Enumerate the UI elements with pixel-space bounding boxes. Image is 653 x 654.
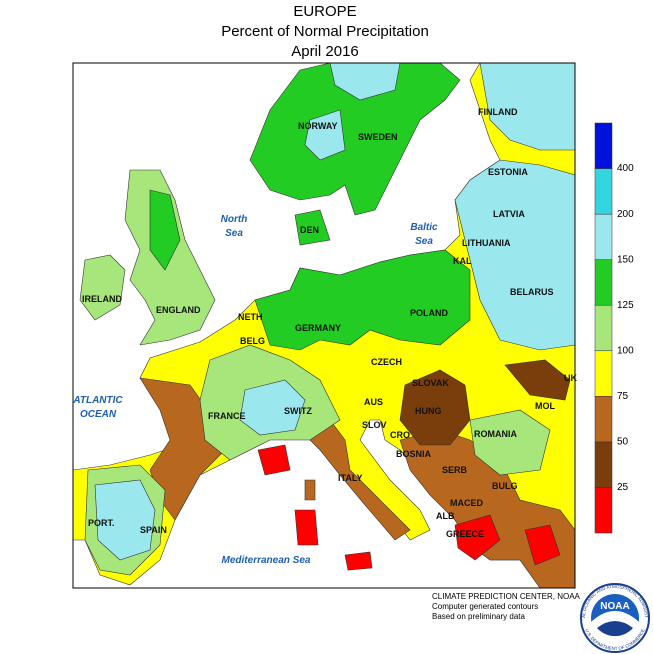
- region: [469, 409, 551, 476]
- subtitle: Percent of Normal Precipitation: [221, 23, 429, 40]
- country-label: BELARUS: [510, 287, 554, 297]
- sea-label: Baltic: [410, 222, 438, 233]
- country-label: FINLAND: [478, 107, 518, 117]
- logo-wave: [597, 621, 633, 637]
- country-label: LATVIA: [493, 209, 525, 219]
- legend-swatch: [594, 441, 613, 488]
- country-label: ALB: [436, 511, 455, 521]
- country-label: IRELAND: [82, 294, 122, 304]
- country-label: CRO: [390, 430, 410, 440]
- legend-label: 400: [617, 163, 634, 174]
- country-label: BULG: [492, 481, 518, 491]
- country-label: ENGLAND: [156, 305, 201, 315]
- country-label: MOL: [535, 401, 555, 411]
- region: [294, 509, 319, 546]
- region: [304, 109, 346, 161]
- legend-swatch: [594, 259, 613, 306]
- country-label: NETH: [238, 312, 263, 322]
- date: April 2016: [291, 43, 359, 60]
- country-label: AUS: [364, 397, 383, 407]
- map: [72, 62, 576, 589]
- map-frame: [72, 62, 576, 589]
- country-label: SWITZ: [284, 406, 312, 416]
- region: [399, 369, 471, 446]
- credit: CLIMATE PREDICTION CENTER, NOAA: [432, 592, 581, 601]
- legend-label: 50: [617, 437, 629, 448]
- legend-swatch: [594, 350, 613, 397]
- country-label: PORT.: [88, 518, 115, 528]
- country-label: MACED: [450, 498, 483, 508]
- country-label: SERB: [442, 465, 468, 475]
- legend-label: 25: [617, 482, 629, 493]
- logo-text: NOAA: [600, 601, 629, 612]
- legend-swatch: [594, 304, 613, 352]
- country-label: CZECH: [371, 357, 402, 367]
- country-label: SLOVAK: [412, 378, 449, 388]
- country-label: SLOV: [362, 420, 387, 430]
- region: [239, 379, 306, 436]
- legend-swatch: [594, 396, 613, 443]
- country-label: SWEDEN: [358, 132, 398, 142]
- country-label: FRANCE: [208, 411, 246, 421]
- region: [304, 479, 316, 501]
- sea-label: Mediterranean Sea: [222, 555, 311, 566]
- region: [257, 444, 291, 476]
- legend-swatch: [594, 122, 613, 169]
- ireland: [79, 254, 126, 321]
- country-label: ITALY: [338, 473, 363, 483]
- country-label: DEN: [300, 225, 319, 235]
- country-label: ESTONIA: [488, 167, 528, 177]
- denmark: [294, 209, 331, 246]
- sea-label: Sea: [225, 228, 243, 239]
- sea-label: OCEAN: [80, 409, 117, 420]
- country-label: GREECE: [446, 529, 484, 539]
- country-label: GERMANY: [295, 323, 341, 333]
- title: EUROPE: [293, 3, 356, 20]
- region: [299, 419, 411, 541]
- legend-swatch: [594, 213, 613, 260]
- legend-label: 200: [617, 209, 634, 220]
- sea-label: ATLANTIC: [72, 395, 123, 406]
- region: [504, 359, 571, 401]
- credit: Computer generated contours: [432, 602, 538, 611]
- legend-swatch: [594, 487, 613, 534]
- legend-label: 125: [617, 300, 634, 311]
- country-label: BOSNIA: [396, 449, 432, 459]
- country-label: HUNG: [415, 406, 442, 416]
- sea-label: North: [221, 214, 248, 225]
- country-label: UK: [564, 373, 577, 383]
- legend-label: 150: [617, 254, 634, 265]
- country-label: KAL: [453, 256, 472, 266]
- country-label: NORWAY: [298, 121, 338, 131]
- legend-label: 75: [617, 391, 629, 402]
- country-label: BELG: [240, 336, 265, 346]
- legend: 25 50 75 100 125 150 200 400: [594, 122, 634, 534]
- country-label: LITHUANIA: [462, 238, 511, 248]
- legend-label: 100: [617, 345, 634, 356]
- labels: NORWAY SWEDEN FINLAND ESTONIA LATVIA LITHUANI…: [72, 107, 577, 566]
- country-label: POLAND: [410, 308, 449, 318]
- sea-label: Sea: [415, 236, 433, 247]
- scandinavia: [249, 62, 461, 216]
- region: [344, 551, 373, 571]
- country-label: SPAIN: [140, 525, 167, 535]
- legend-swatch: [594, 168, 613, 215]
- region: [454, 514, 501, 561]
- region: [94, 479, 156, 561]
- region: [254, 249, 471, 351]
- country-label: ROMANIA: [474, 429, 517, 439]
- credit: Based on preliminary data: [432, 612, 525, 621]
- region: [149, 189, 181, 271]
- region: [524, 524, 561, 566]
